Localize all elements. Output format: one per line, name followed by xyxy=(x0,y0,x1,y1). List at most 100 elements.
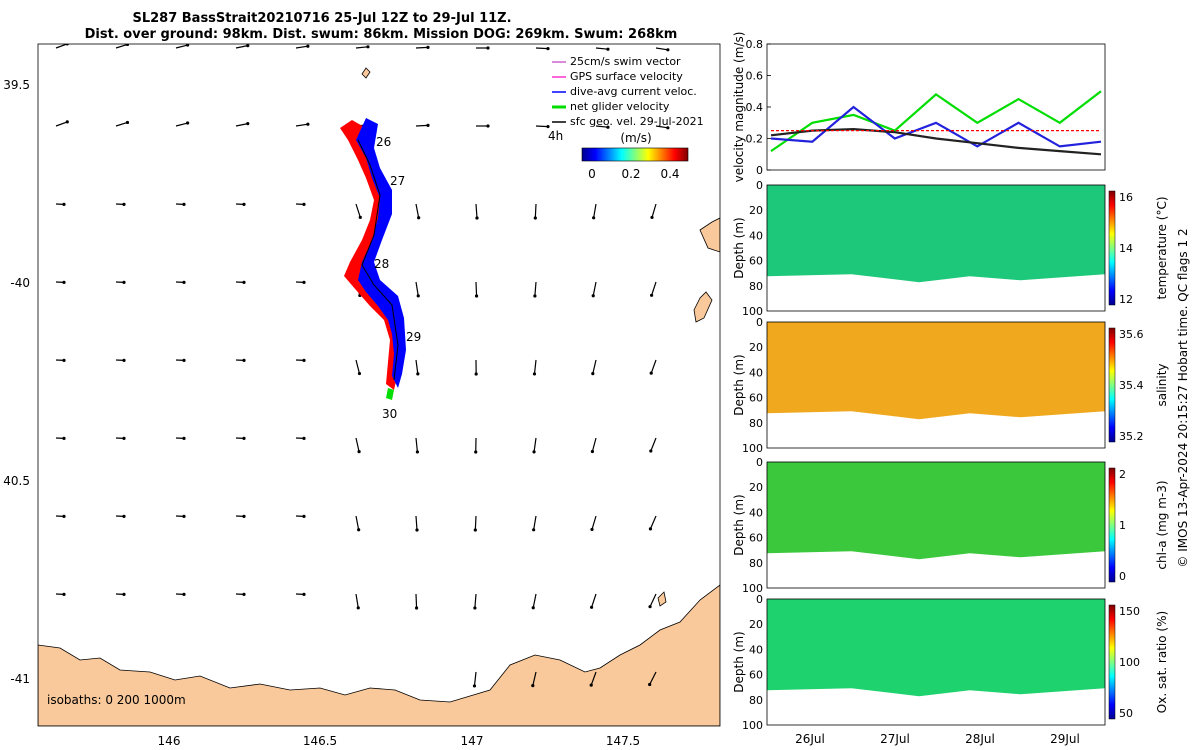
day-label-28: 28 xyxy=(374,257,389,271)
map-x-tick: 147.5 xyxy=(606,734,640,748)
profile-y-tick: 100 xyxy=(742,719,763,732)
surface-arrow-head xyxy=(486,124,490,128)
time-x-tick: 29Jul xyxy=(1050,732,1080,746)
surface-arrow-head xyxy=(649,449,653,453)
profile-y-tick: 100 xyxy=(742,582,763,595)
profile-ylabel: Depth (m) xyxy=(732,631,746,692)
surface-arrow-head xyxy=(122,514,126,518)
surface-arrow-head xyxy=(302,436,306,440)
surface-arrow-head xyxy=(302,514,306,518)
profile-cb-tick: 16 xyxy=(1119,191,1133,204)
surface-arrow xyxy=(474,593,477,609)
island-1 xyxy=(699,217,720,253)
copyright-note: © IMOS 13-Apr-2024 20:15:27 Hobart time.… xyxy=(1176,228,1190,567)
profile-y-tick: 60 xyxy=(749,669,763,682)
island-2 xyxy=(693,291,713,323)
surface-arrow xyxy=(474,515,477,531)
surface-arrow-head xyxy=(666,48,670,52)
surface-arrow-head xyxy=(122,202,126,206)
surface-arrow-head xyxy=(62,436,66,440)
surface-arrow xyxy=(415,437,419,452)
profile-cb-tick: 150 xyxy=(1119,605,1140,618)
profile-cb-tick: 12 xyxy=(1119,293,1133,306)
profile-ylabel: Depth (m) xyxy=(732,354,746,415)
surface-arrow-head xyxy=(648,682,652,687)
profile-heatmap-fill xyxy=(767,185,1105,283)
map-y-tick: 39.5 xyxy=(3,78,30,92)
surface-arrow-head xyxy=(606,125,610,129)
surface-arrow xyxy=(295,45,308,49)
surface-arrow xyxy=(533,359,537,374)
surface-arrow-head xyxy=(242,358,246,362)
surface-arrow-head xyxy=(533,216,537,220)
surface-arrow-head xyxy=(415,450,420,454)
surface-arrow-head xyxy=(242,514,246,518)
map-x-tick: 146 xyxy=(158,734,181,748)
surface-arrow-head xyxy=(532,372,537,376)
surface-arrow xyxy=(535,125,549,128)
surface-arrow xyxy=(650,437,657,452)
surface-arrow-head xyxy=(474,450,478,454)
surface-arrow-head xyxy=(650,215,654,220)
surface-arrow-head xyxy=(182,592,186,596)
surface-arrow xyxy=(592,359,597,374)
surface-arrow-head xyxy=(62,592,66,596)
profile-y-tick: 40 xyxy=(749,506,763,519)
surface-arrow xyxy=(55,121,68,127)
surface-arrow-head xyxy=(474,294,479,298)
surface-velocity-arrows xyxy=(55,44,670,688)
profile-cb-tick: 35.6 xyxy=(1119,328,1144,341)
map-y-ticks: 39.5 -40 40.5 -41 xyxy=(3,78,30,686)
surface-arrow-head xyxy=(590,527,594,532)
surface-arrow-head xyxy=(358,215,362,219)
legend-label-gps: GPS surface velocity xyxy=(570,70,683,83)
profile-y-tick: 60 xyxy=(749,392,763,405)
profile-panel-sal: 0 20 40 60 80 100 Depth (m) 35.2 35.4 35.6 salinit… xyxy=(732,316,1169,455)
surface-arrow xyxy=(235,45,248,49)
surface-arrow xyxy=(473,671,477,686)
surface-arrow xyxy=(475,203,478,219)
surface-arrow-head xyxy=(532,528,536,532)
surface-arrow xyxy=(415,281,419,296)
profile-panel-oxy: 0 20 40 60 80 100 Depth (m) 50 100 150 Ox. sat. ra… xyxy=(732,593,1169,732)
surface-arrow xyxy=(415,124,429,127)
surface-arrow xyxy=(415,593,418,609)
legend-label-dive: dive-avg current veloc. xyxy=(570,85,697,98)
surface-arrow xyxy=(649,515,657,530)
surface-arrow xyxy=(355,593,359,608)
surface-arrow-head xyxy=(546,46,550,51)
surface-arrow xyxy=(532,593,537,608)
profile-panel-temp: 0 20 40 60 80 100 Depth (m) 12 14 16 temperature (… xyxy=(732,179,1169,318)
surface-arrow xyxy=(591,437,597,452)
profile-y-tick: 0 xyxy=(756,179,763,192)
surface-arrow xyxy=(591,515,597,530)
surface-arrow xyxy=(55,44,68,49)
profile-cb-tick: 2 xyxy=(1119,468,1126,481)
surface-arrow xyxy=(475,281,478,297)
time-x-tick: 28Jul xyxy=(965,732,995,746)
surface-arrow-head xyxy=(122,592,126,596)
profile-colorbar xyxy=(1108,604,1116,720)
profile-frame xyxy=(766,598,1106,726)
profile-y-tick: 80 xyxy=(749,280,763,293)
surface-arrow-head xyxy=(242,202,246,206)
profile-y-tick: 40 xyxy=(749,366,763,379)
profile-heatmap-fill xyxy=(767,599,1105,697)
surface-arrow-head xyxy=(182,202,186,206)
surface-arrow-head xyxy=(122,280,126,284)
surface-arrow-head xyxy=(182,280,186,284)
surface-arrow xyxy=(115,44,128,49)
velocity-series-group xyxy=(770,90,1102,156)
legend-interval: 4h xyxy=(548,129,563,143)
map-x-tick: 147 xyxy=(461,734,484,748)
surface-arrow-head xyxy=(532,450,536,454)
day-label-26: 26 xyxy=(376,135,391,149)
profile-cb-tick: 1 xyxy=(1119,519,1126,532)
surface-arrow xyxy=(655,47,668,51)
surface-arrow-head xyxy=(186,121,190,125)
surface-arrow xyxy=(534,281,537,297)
surface-arrow-head xyxy=(302,358,306,362)
profile-frame xyxy=(766,184,1106,312)
surface-arrow xyxy=(649,593,657,607)
profile-cb-tick: 100 xyxy=(1119,656,1140,669)
